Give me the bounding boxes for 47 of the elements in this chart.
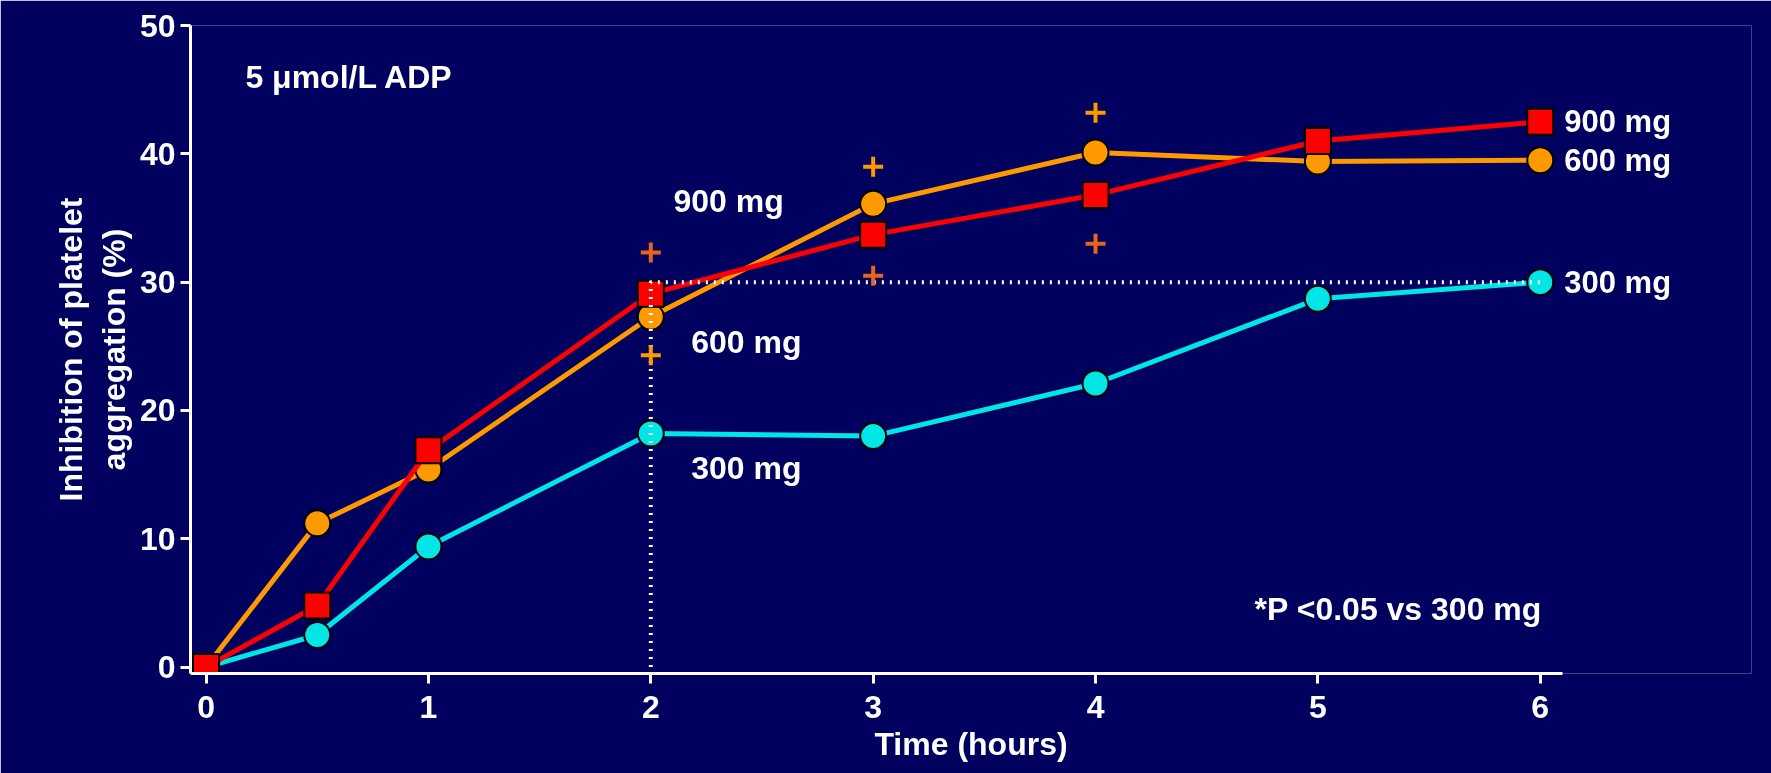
y-tick-label: 0 [157,649,176,686]
y-tick-label: 50 [139,7,176,44]
series-label: 600 mg [1564,142,1672,178]
y-axis-title: Inhibition of platelet aggregation (%) [52,197,132,502]
x-tick-label: 5 [1308,688,1327,725]
x-tick-label: 4 [1086,688,1105,725]
x-tick-label: 6 [1531,688,1550,725]
x-tick-label: 2 [641,688,660,725]
point [636,279,665,308]
point [303,621,332,649]
y-tick-label: 30 [139,264,176,301]
point [861,263,886,288]
point [1526,268,1555,297]
point [859,220,888,249]
point [1083,100,1108,125]
series-label: 300 mg [1564,264,1672,300]
y-tick-label: 20 [139,392,176,429]
point [861,154,886,179]
point [636,419,665,448]
point [1081,180,1110,209]
x-axis-title: Time (hours) [874,725,1068,762]
point [859,189,888,218]
annotation: 600 mg [691,324,802,361]
point [1526,107,1555,136]
point [414,436,443,465]
point [1081,138,1110,167]
point [638,343,663,368]
point [638,240,663,265]
point [1083,231,1108,256]
annotation: 5 μmol/L ADP [245,59,452,96]
point [303,591,332,620]
point [1526,146,1555,175]
y-tick-label: 40 [139,135,176,172]
point [1303,284,1332,313]
point [414,532,443,561]
series-label: 900 mg [1564,104,1672,140]
annotation: *P <0.05 vs 300 mg [1254,590,1542,627]
y-tick-label: 10 [139,520,176,557]
x-tick-label: 3 [864,688,883,725]
point [303,509,332,538]
annotation: 900 mg [673,183,784,220]
point [1081,369,1110,398]
x-tick-label: 0 [197,688,215,725]
x-tick-label: 1 [419,688,438,725]
point [859,422,888,451]
annotation: 300 mg [691,450,802,487]
point [1303,126,1332,155]
